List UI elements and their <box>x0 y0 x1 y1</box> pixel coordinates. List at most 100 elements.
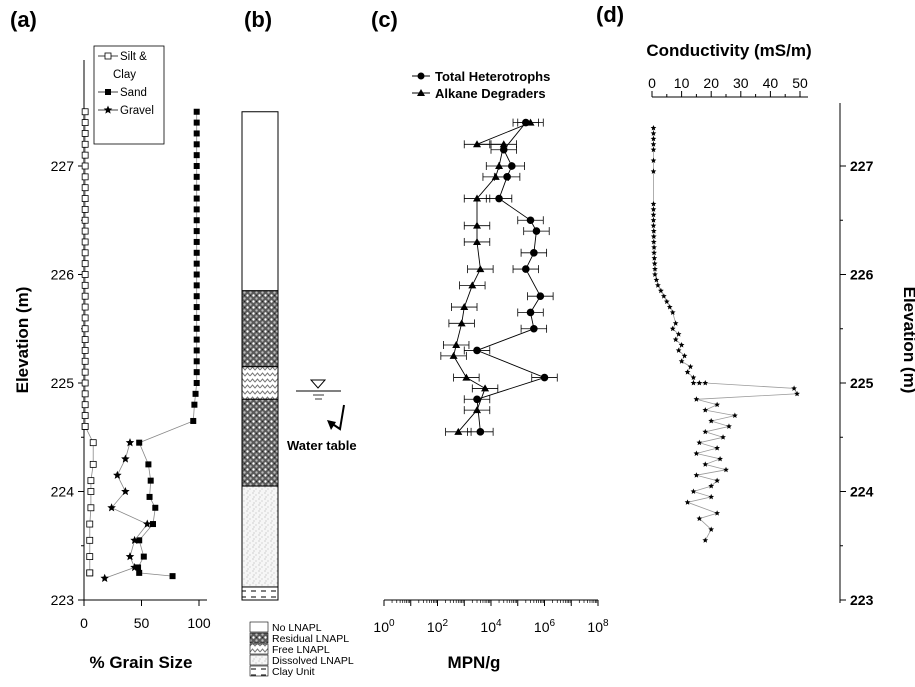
panel-c-point <box>473 237 482 245</box>
panel-d-point <box>702 380 709 386</box>
panel-d-point <box>651 249 657 256</box>
panel-d-point <box>693 396 700 402</box>
legend-label: Silt & <box>120 51 147 63</box>
panel-a-point <box>81 249 89 257</box>
panel-c-point <box>462 373 471 381</box>
panel-d-point <box>708 417 715 424</box>
panel-a-point <box>87 488 95 495</box>
panel-a-point <box>81 336 89 344</box>
panel-a-xlabel: % Grain Size <box>90 653 193 672</box>
panel-a-point <box>81 151 89 159</box>
panel-a-point <box>136 537 143 544</box>
panel-a-point <box>193 119 200 126</box>
panel-c-point <box>476 428 485 436</box>
legend-swatch <box>249 621 269 633</box>
panel-a-point <box>81 401 89 409</box>
water-table-symbol: Water table <box>287 379 357 453</box>
panel-a-point <box>193 293 200 300</box>
panel-a-point <box>193 260 200 267</box>
panel-d-x-tick-label: 50 <box>792 75 808 91</box>
legend-label: Clay Unit <box>272 666 315 678</box>
panel-d: Conductivity (mS/m) Elevation (m) 0 10 20 3… <box>646 41 915 608</box>
panel-d-point <box>652 271 658 277</box>
panel-c-point <box>454 427 463 435</box>
panel-a-y-tick-label: 223 <box>51 592 75 608</box>
panel-a-point <box>136 439 143 446</box>
panel-c-x-tick-label: 108 <box>587 618 609 635</box>
panel-letter-c: (c) <box>371 7 398 32</box>
panel-d-y-tick-label: 224 <box>850 484 874 500</box>
panel-c-x-tick-label: 106 <box>534 618 556 635</box>
panel-a-point <box>142 519 152 528</box>
panel-a-y-tick-label: 227 <box>51 158 75 174</box>
panel-c-point <box>473 395 481 404</box>
panel-c-point <box>526 216 535 225</box>
panel-c-point <box>452 341 461 349</box>
panel-c-point <box>460 303 469 311</box>
panel-a-point <box>125 552 135 561</box>
panel-c-point <box>526 118 535 126</box>
panel-a-point <box>100 573 109 582</box>
panel-d-x-tick-label: 30 <box>733 75 749 91</box>
panel-c-point <box>499 140 508 148</box>
panel-a-point <box>81 260 89 268</box>
panel-d-point <box>714 445 720 451</box>
panel-a-point <box>81 281 89 289</box>
panel-d-point <box>650 135 657 142</box>
panel-d-point <box>650 125 657 131</box>
panel-a-point <box>193 195 200 202</box>
panel-a-point <box>193 108 200 115</box>
panel-d-point <box>675 331 682 337</box>
legend-marker <box>103 105 113 114</box>
panel-c-point <box>536 292 545 301</box>
panel-a-point <box>193 325 200 332</box>
panel-d-point <box>650 200 657 207</box>
panel-d-point <box>702 461 709 467</box>
legend-marker-triangle <box>417 89 425 96</box>
panel-d-marks <box>650 125 800 543</box>
panel-a-point <box>136 569 143 576</box>
panel-a-point <box>169 573 176 580</box>
panel-d-point <box>714 477 720 484</box>
legend-marker-circle <box>417 72 425 80</box>
panel-c-point <box>530 249 538 257</box>
panel-d-point <box>702 428 709 435</box>
panel-d-point <box>687 363 694 370</box>
panel-d-point <box>726 423 732 429</box>
panel-a-point <box>81 412 89 419</box>
panel-c-point <box>530 324 538 333</box>
panel-d-point <box>791 385 797 391</box>
legend-total-heterotrophs: Total Heterotrophs <box>435 69 550 84</box>
panel-a-point <box>89 460 97 468</box>
panel-a-point <box>121 487 130 496</box>
panel-a-point <box>150 521 156 528</box>
panel-a-point <box>193 347 200 354</box>
panel-a-point <box>193 163 200 169</box>
panel-a-point <box>193 336 200 343</box>
panel-a-y-tick-label: 224 <box>51 484 75 500</box>
panel-letter-a: (a) <box>10 7 37 32</box>
panel-d-point <box>650 168 657 174</box>
panel-d-point <box>708 483 715 489</box>
panel-a-point <box>81 130 89 137</box>
panel-d-point <box>690 374 697 380</box>
panel-d-point <box>653 276 660 283</box>
panel-a-y-tick-label: 225 <box>51 375 75 391</box>
panel-c-point <box>491 172 500 180</box>
panel-a-point <box>81 271 89 278</box>
panel-d-y-tick-label: 227 <box>850 158 874 174</box>
panel-d-point <box>666 304 673 310</box>
panel-d-point <box>650 141 657 147</box>
panel-a-point <box>81 205 89 213</box>
panel-a-x-tick-label: 0 <box>80 615 88 631</box>
panel-d-y-tick-label: 225 <box>850 375 874 391</box>
panel-d-point <box>714 401 720 408</box>
panel-a-point <box>81 347 89 354</box>
panel-a-marks <box>81 108 200 582</box>
panel-a-point <box>89 439 97 447</box>
panel-d-point <box>651 255 658 261</box>
panel-c-point <box>457 319 466 327</box>
panel-a-point <box>81 227 89 235</box>
panel-c-point <box>495 194 503 203</box>
